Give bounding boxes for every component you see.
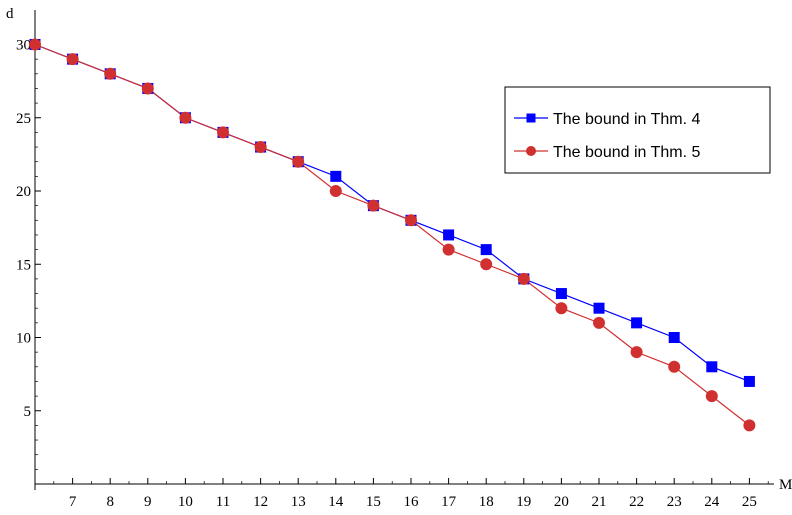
data-point-thm5 [480, 258, 493, 271]
data-point-thm5 [593, 316, 605, 329]
data-point-thm5 [668, 360, 681, 373]
data-point-thm5 [254, 141, 267, 154]
y-tick-label: 20 [16, 184, 31, 200]
legend-box [504, 86, 771, 174]
data-point-thm4 [706, 361, 718, 373]
x-tick-label: 25 [742, 494, 757, 510]
legend-label-2: The bound in Thm. 5 [553, 144, 700, 161]
x-tick-label: 11 [216, 494, 230, 510]
x-tick-label: 8 [106, 494, 114, 510]
data-point-thm4 [330, 170, 342, 182]
series-lines [34, 43, 750, 426]
legend-label-1: The bound in Thm. 4 [553, 111, 700, 128]
x-tick-label: 21 [592, 494, 607, 510]
data-point-thm5 [705, 390, 718, 403]
x-tick-label: 24 [704, 494, 720, 510]
data-point-thm5 [29, 38, 41, 51]
axes: 7 8 9 10 11 12 13 14 15 16 17 18 19 20 21 22 23 24 25 5 10 15… [6, 6, 792, 510]
x-tick-label: 22 [629, 494, 644, 510]
data-point-thm5 [555, 302, 568, 315]
data-point-thm5 [217, 126, 229, 139]
x-axis-label: M [779, 477, 792, 493]
series-markers [29, 38, 756, 432]
data-point-thm5 [743, 419, 756, 432]
data-point-thm5 [179, 111, 192, 124]
y-tick-label: 5 [24, 404, 32, 420]
x-tick-label: 23 [667, 494, 682, 510]
x-tick-label: 7 [69, 494, 77, 510]
x-tick-label: 18 [479, 494, 494, 510]
data-point-thm4 [443, 229, 455, 241]
data-point-thm5 [141, 82, 154, 95]
y-tick-label: 15 [16, 257, 31, 273]
data-point-thm5 [442, 243, 455, 256]
data-point-thm4 [555, 288, 567, 300]
data-point-thm5 [66, 53, 79, 66]
x-tick-label: 10 [178, 494, 193, 510]
x-tick-label: 14 [328, 494, 344, 510]
legend: The bound in Thm. 4 The bound in Thm. 5 [504, 86, 771, 174]
x-tick-label: 13 [291, 494, 306, 510]
series-line-2 [34, 43, 750, 426]
x-tick-label: 15 [366, 494, 381, 510]
data-point-thm5 [329, 185, 342, 197]
data-point-thm4 [631, 317, 643, 329]
y-tick-label: 10 [16, 331, 31, 347]
legend-marker-square [526, 113, 536, 123]
y-tick-label: 30 [16, 38, 31, 54]
y-axis-label: d [6, 6, 14, 22]
x-tick-label: 20 [554, 494, 569, 510]
data-point-thm5 [405, 214, 417, 227]
data-point-thm5 [292, 155, 305, 168]
data-point-thm5 [630, 346, 643, 359]
x-tick-label: 16 [404, 494, 420, 510]
y-tick-label: 25 [16, 111, 31, 127]
data-point-thm4 [668, 332, 680, 343]
data-point-thm5 [367, 199, 380, 212]
x-tick-label: 12 [253, 494, 268, 510]
data-point-thm5 [104, 67, 117, 80]
data-point-thm5 [517, 272, 530, 285]
data-point-thm4 [593, 302, 605, 314]
data-point-thm4 [743, 375, 755, 387]
legend-marker-circle [526, 146, 536, 156]
x-tick-label: 17 [441, 494, 457, 510]
x-tick-label: 9 [144, 494, 152, 510]
x-tick-label: 19 [516, 494, 531, 510]
data-point-thm4 [480, 244, 492, 256]
